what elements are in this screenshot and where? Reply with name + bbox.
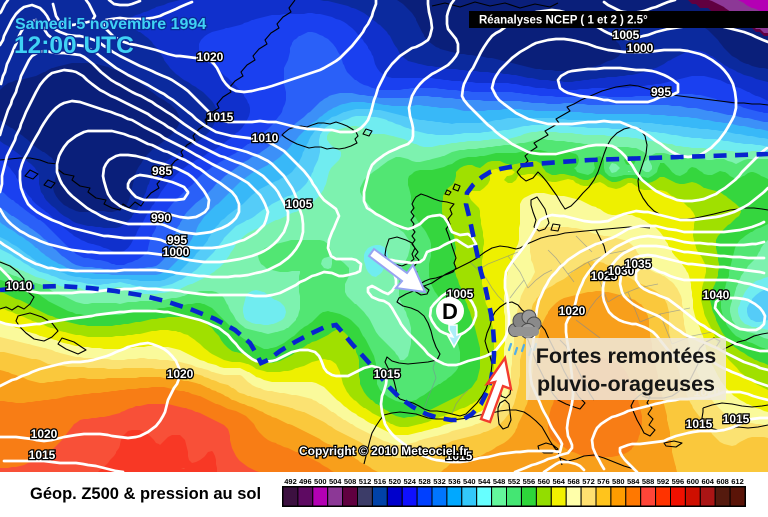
svg-text:528: 528	[418, 477, 431, 486]
svg-text:Copyright © 2010 Meteociel.fr: Copyright © 2010 Meteociel.fr	[299, 444, 468, 458]
svg-text:536: 536	[448, 477, 461, 486]
svg-text:1015: 1015	[374, 367, 401, 381]
svg-text:Réanalyses NCEP ( 1 et 2 ) 2.5: Réanalyses NCEP ( 1 et 2 ) 2.5°	[479, 15, 648, 27]
svg-text:540: 540	[463, 477, 476, 486]
svg-text:608: 608	[716, 477, 729, 486]
svg-text:12:00 UTC: 12:00 UTC	[14, 32, 134, 59]
svg-text:548: 548	[493, 477, 506, 486]
svg-text:1010: 1010	[6, 279, 33, 293]
svg-text:Fortes remontées: Fortes remontées	[536, 344, 716, 368]
svg-text:D: D	[442, 299, 458, 324]
svg-text:576: 576	[597, 477, 610, 486]
svg-text:1000: 1000	[163, 245, 190, 259]
svg-text:596: 596	[672, 477, 685, 486]
svg-text:492: 492	[284, 477, 297, 486]
svg-text:556: 556	[523, 477, 536, 486]
svg-text:1020: 1020	[559, 304, 586, 318]
svg-text:1020: 1020	[31, 427, 58, 441]
svg-text:520: 520	[389, 477, 402, 486]
svg-text:584: 584	[627, 477, 640, 486]
svg-text:604: 604	[701, 477, 714, 486]
svg-text:564: 564	[552, 477, 565, 486]
svg-text:1020: 1020	[197, 50, 224, 64]
svg-text:1015: 1015	[723, 412, 750, 426]
svg-text:524: 524	[403, 477, 416, 486]
svg-text:560: 560	[538, 477, 551, 486]
svg-text:995: 995	[167, 233, 187, 247]
svg-text:508: 508	[344, 477, 357, 486]
svg-text:516: 516	[374, 477, 387, 486]
svg-text:500: 500	[314, 477, 327, 486]
svg-text:588: 588	[642, 477, 655, 486]
svg-text:1005: 1005	[286, 197, 313, 211]
svg-text:512: 512	[359, 477, 372, 486]
svg-text:Géop. Z500 & pression au sol: Géop. Z500 & pression au sol	[30, 485, 261, 503]
svg-text:532: 532	[433, 477, 446, 486]
svg-text:1015: 1015	[207, 110, 234, 124]
svg-text:1005: 1005	[613, 28, 640, 42]
svg-text:572: 572	[582, 477, 595, 486]
svg-text:995: 995	[651, 85, 671, 99]
svg-text:496: 496	[299, 477, 312, 486]
svg-text:552: 552	[508, 477, 521, 486]
svg-text:1015: 1015	[446, 449, 473, 463]
svg-text:1040: 1040	[703, 288, 730, 302]
svg-text:1000: 1000	[627, 41, 654, 55]
svg-text:1035: 1035	[625, 257, 652, 271]
svg-text:612: 612	[731, 477, 744, 486]
svg-text:Samedi 5 novembre 1994: Samedi 5 novembre 1994	[15, 16, 206, 33]
svg-text:1020: 1020	[167, 367, 194, 381]
svg-text:990: 990	[151, 211, 171, 225]
svg-text:544: 544	[478, 477, 491, 486]
svg-text:1010: 1010	[252, 131, 279, 145]
svg-text:1015: 1015	[29, 448, 56, 462]
svg-text:1030: 1030	[608, 264, 635, 278]
svg-text:1025: 1025	[591, 269, 618, 283]
svg-text:504: 504	[329, 477, 342, 486]
svg-text:568: 568	[567, 477, 580, 486]
svg-text:pluvio-orageuses: pluvio-orageuses	[537, 372, 715, 396]
svg-text:600: 600	[687, 477, 700, 486]
svg-text:592: 592	[657, 477, 670, 486]
svg-text:985: 985	[152, 164, 172, 178]
svg-text:1015: 1015	[686, 417, 713, 431]
svg-text:580: 580	[612, 477, 625, 486]
